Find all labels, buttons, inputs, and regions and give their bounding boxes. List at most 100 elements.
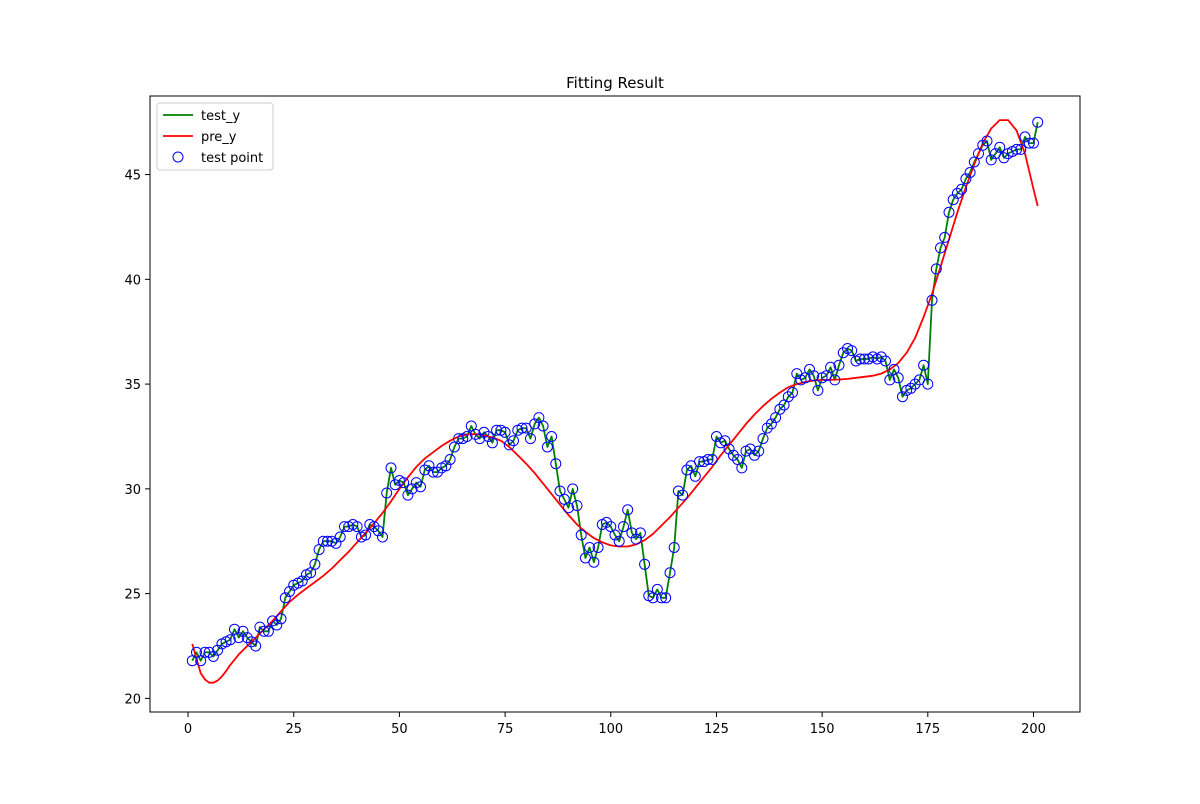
data-point <box>905 382 917 394</box>
data-point <box>951 187 963 199</box>
data-point <box>926 294 938 306</box>
data-point <box>444 454 456 465</box>
x-axis: 0 25 50 75 100 125 150 175 200 <box>184 712 1046 737</box>
data-point <box>825 361 837 373</box>
data-point <box>977 139 989 151</box>
data-point <box>918 359 930 371</box>
data-point <box>601 516 612 528</box>
data-point <box>432 466 443 478</box>
data-point <box>833 359 845 371</box>
data-point <box>525 433 536 445</box>
data-point <box>516 422 528 434</box>
data-point <box>482 431 494 442</box>
data-point <box>546 431 558 442</box>
x-tick-label: 125 <box>704 722 729 737</box>
data-point <box>639 558 651 570</box>
legend-label: test_y <box>201 109 240 124</box>
data-point <box>385 462 397 474</box>
legend-marker-test-point <box>172 151 184 163</box>
data-point <box>854 353 866 365</box>
data-point <box>440 460 452 472</box>
data-point <box>381 487 393 499</box>
x-tick-label: 75 <box>497 722 514 737</box>
chart-title: Fitting Result <box>566 74 664 92</box>
data-point <box>634 527 646 539</box>
legend-label: pre_y <box>201 130 237 145</box>
data-point <box>474 433 486 445</box>
data-point <box>626 527 638 539</box>
data-point <box>922 378 934 390</box>
data-point <box>829 374 841 386</box>
data-point <box>575 529 587 541</box>
y-axis: 20 25 30 35 40 45 <box>124 169 150 707</box>
data-point <box>660 592 672 604</box>
data-point <box>880 355 891 367</box>
data-point <box>207 651 219 662</box>
plot-area <box>186 116 1044 684</box>
data-point <box>668 542 680 553</box>
data-point <box>296 575 308 587</box>
data-point <box>613 535 625 547</box>
series-line-test-y <box>191 122 1039 662</box>
data-point <box>892 372 904 384</box>
x-tick-label: 0 <box>184 722 192 737</box>
legend-box <box>156 102 274 171</box>
data-point <box>846 345 858 357</box>
series-line-pre-y <box>191 119 1039 684</box>
data-point <box>677 489 689 501</box>
data-point <box>237 625 249 637</box>
data-point <box>875 351 887 363</box>
data-point <box>330 537 342 549</box>
data-point <box>567 483 579 495</box>
data-point <box>529 418 541 430</box>
data-point <box>486 437 498 449</box>
x-tick-label: 50 <box>391 722 408 737</box>
data-point <box>368 521 380 533</box>
data-point <box>224 634 236 646</box>
data-point <box>212 644 224 656</box>
data-point <box>930 263 942 275</box>
data-point <box>782 391 794 403</box>
data-point <box>250 640 262 652</box>
data-point <box>706 454 718 465</box>
data-point <box>956 183 968 195</box>
data-point <box>672 485 684 497</box>
data-point <box>749 449 760 461</box>
data-point <box>262 625 274 637</box>
data-point <box>681 464 693 476</box>
data-point <box>897 391 908 403</box>
legend-label: test point <box>201 151 263 166</box>
data-point <box>372 525 384 537</box>
data-point <box>939 231 951 243</box>
data-point <box>753 445 765 457</box>
data-point <box>664 567 676 579</box>
data-point <box>246 636 257 648</box>
y-tick-label: 25 <box>124 588 141 603</box>
x-tick-label: 25 <box>285 722 302 737</box>
data-point <box>812 384 824 396</box>
data-point <box>508 435 519 447</box>
data-point <box>935 242 946 254</box>
data-point <box>453 433 465 445</box>
x-tick-label: 175 <box>915 722 940 737</box>
data-point <box>837 347 849 359</box>
data-point <box>478 426 490 438</box>
data-point <box>550 458 562 470</box>
data-point <box>622 504 634 516</box>
data-point <box>258 625 270 637</box>
data-point <box>804 363 815 375</box>
data-point <box>960 173 972 185</box>
y-tick-label: 20 <box>124 692 141 707</box>
data-point <box>279 592 291 604</box>
data-point <box>360 529 372 541</box>
data-point <box>503 439 515 451</box>
data-point <box>656 592 667 604</box>
data-point <box>964 167 976 178</box>
x-tick-label: 100 <box>598 722 623 737</box>
data-point <box>727 449 739 461</box>
data-point <box>541 441 553 453</box>
data-point <box>351 521 363 533</box>
data-point <box>584 542 596 553</box>
data-point <box>1032 116 1044 128</box>
